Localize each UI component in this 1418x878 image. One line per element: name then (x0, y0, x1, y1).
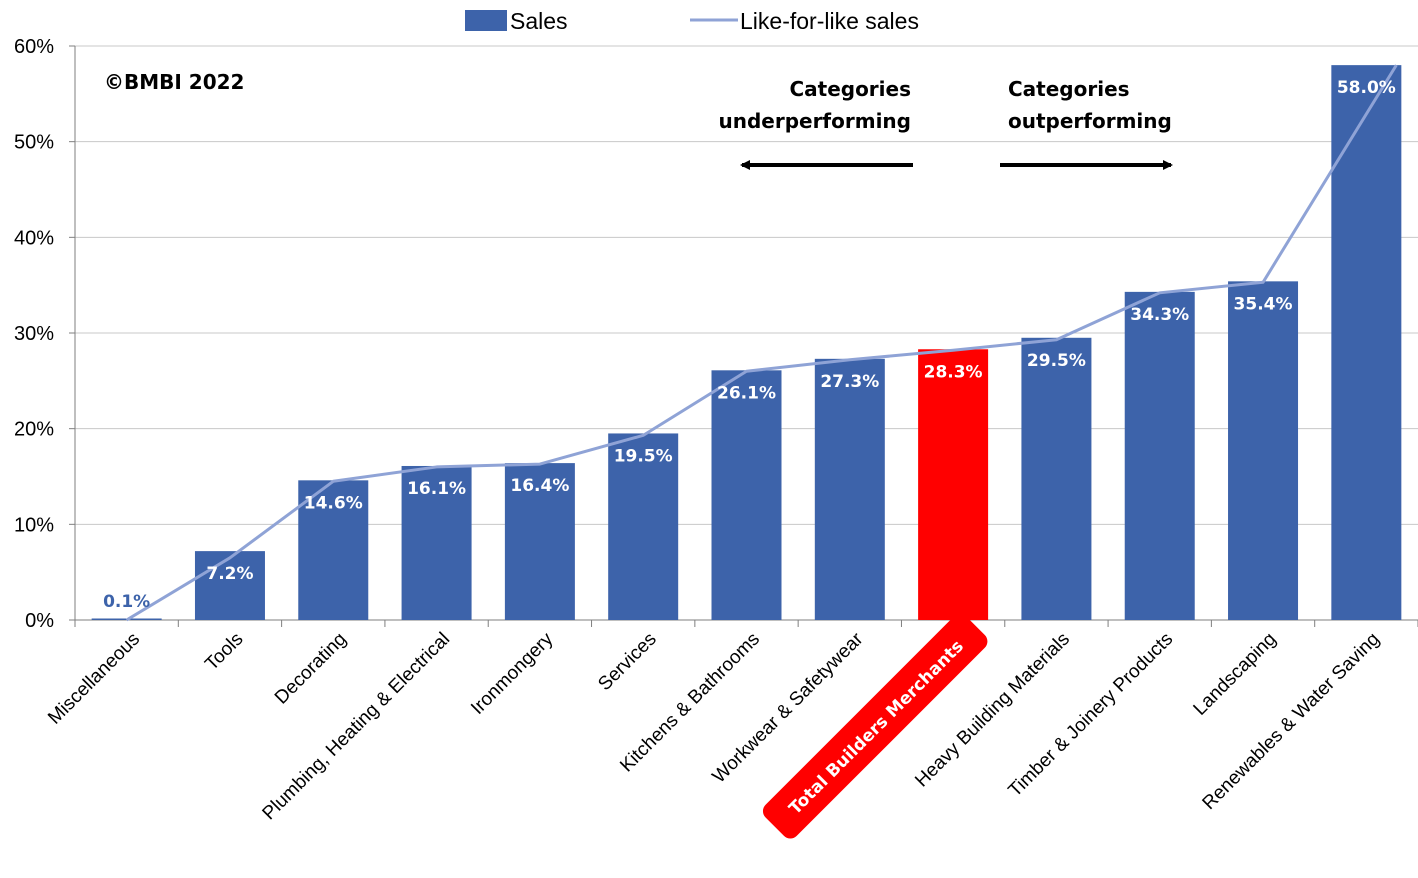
data-label: 26.1% (717, 383, 776, 403)
data-label: 19.5% (614, 446, 673, 466)
category-label: Plumbing, Heating & Electrical (259, 629, 455, 825)
bar (1124, 291, 1195, 620)
y-axis: 0% 10% 20% 30% 40% 50% 60% (14, 36, 76, 632)
x-axis (74, 620, 1418, 627)
data-label: 34.3% (1130, 305, 1189, 325)
category-label: Renewables & Water Saving (1199, 629, 1384, 814)
bar (298, 480, 369, 620)
data-label: 35.4% (1234, 294, 1293, 314)
over-line1: Categories (1008, 77, 1130, 101)
y-tick-label: 20% (14, 419, 54, 441)
legend-sales-swatch (465, 10, 507, 31)
y-tick-label: 40% (14, 227, 54, 249)
bar (1228, 281, 1299, 620)
category-label: Decorating (271, 629, 351, 709)
data-labels: 0.1% 7.2% 14.6% 16.1% 16.4% 19.5% 26.1% 27.3% 28… (103, 78, 1396, 612)
data-label: 7.2% (206, 564, 253, 584)
category-label: Services (594, 629, 660, 695)
category-label: Landscaping (1190, 629, 1281, 720)
data-label: 14.6% (304, 493, 363, 513)
highlight-label-group: Total Builders Merchants (762, 614, 988, 839)
highlight-label-box (762, 614, 988, 839)
under-line1: Categories (789, 77, 911, 101)
under-line2: underperforming (718, 109, 911, 133)
category-label: Timber & Joinery Products (1005, 629, 1178, 802)
bar (711, 370, 782, 620)
category-label: Ironmongery (467, 628, 558, 719)
bar (608, 433, 679, 620)
bar (194, 551, 265, 620)
category-label: Tools (201, 629, 247, 675)
bar (814, 358, 885, 620)
data-label: 16.4% (510, 476, 569, 496)
data-label: 28.3% (924, 362, 983, 382)
lfl-line (125, 64, 1398, 622)
y-tick-label: 0% (25, 610, 54, 632)
y-tick-label: 30% (14, 323, 54, 345)
over-line2: outperforming (1008, 109, 1172, 133)
bar (401, 465, 472, 620)
copyright-text: ©BMBI 2022 (104, 70, 244, 94)
bar (1331, 65, 1402, 621)
y-tick-label: 10% (14, 514, 54, 536)
category-label: Miscellaneous (44, 629, 144, 729)
data-label: 58.0% (1337, 78, 1396, 98)
y-tick-label: 60% (14, 36, 54, 58)
outperforming-annotation: Categories outperforming (1000, 77, 1173, 170)
legend-lfl-label: Like-for-like sales (740, 8, 919, 34)
data-label: 16.1% (407, 479, 466, 499)
legend: Sales Like-for-like sales (465, 8, 919, 34)
legend-sales-label: Sales (510, 8, 568, 34)
line-series (125, 64, 1398, 622)
data-label: 27.3% (820, 372, 879, 392)
bar-total-highlight (918, 349, 989, 620)
bar (1021, 337, 1092, 620)
bar (504, 463, 575, 620)
y-tick-label: 50% (14, 132, 54, 154)
underperforming-annotation: Categories underperforming (718, 77, 913, 170)
bar-series (91, 65, 1402, 621)
data-label: 0.1% (103, 592, 150, 612)
category-label-highlight: Total Builders Merchants (785, 636, 967, 818)
data-label: 29.5% (1027, 351, 1086, 371)
